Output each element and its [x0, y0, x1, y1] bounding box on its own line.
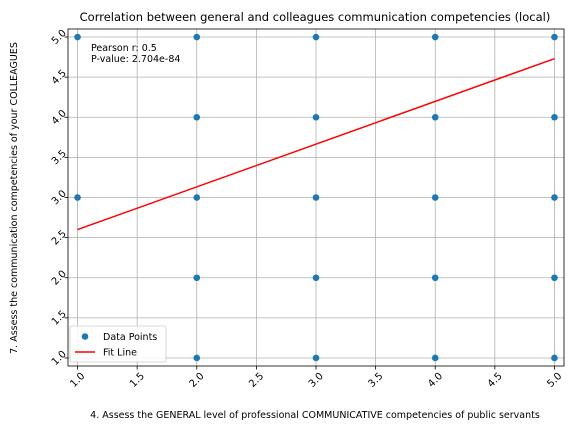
p-value-annotation: P-value: 2.704e-84: [91, 54, 180, 65]
y-tick-label: 1.0: [50, 349, 69, 368]
data-point: [431, 33, 439, 41]
data-point: [74, 33, 81, 41]
data-points-layer: [74, 33, 558, 362]
data-point: [193, 274, 201, 282]
data-point: [431, 354, 439, 362]
x-tick-label: 2.5: [247, 371, 266, 390]
data-point: [193, 194, 201, 201]
x-tick-label: 4.5: [486, 371, 505, 390]
data-point: [193, 33, 201, 41]
data-point: [551, 33, 558, 41]
x-axis-label: 4. Assess the GENERAL level of professio…: [90, 410, 540, 421]
data-point: [193, 113, 201, 121]
y-tick-label: 1.5: [50, 309, 69, 328]
pearson-r-annotation: Pearson r: 0.5: [91, 43, 157, 54]
y-tick-label: 2.5: [50, 228, 69, 247]
y-tick-label: 4.5: [50, 68, 69, 87]
data-point: [312, 194, 320, 201]
data-point: [431, 113, 439, 121]
y-tick-label: 5.0: [50, 28, 69, 47]
data-point: [551, 113, 558, 121]
data-point: [551, 354, 558, 362]
data-point: [312, 113, 320, 121]
fit-line-layer: [77, 57, 555, 231]
data-point: [431, 194, 439, 201]
y-tick-label: 4.0: [50, 108, 69, 127]
x-tick-label: 4.0: [426, 371, 445, 390]
y-tick-label: 3.5: [50, 148, 69, 167]
y-tick-label: 3.0: [50, 188, 69, 207]
data-point: [312, 33, 320, 41]
x-tick-label: 3.5: [366, 371, 385, 390]
data-point: [312, 354, 320, 362]
data-point: [74, 194, 81, 201]
data-point: [551, 194, 558, 201]
x-tick-label: 5.0: [545, 371, 564, 390]
legend-marker-data-points: [81, 333, 89, 340]
y-tick-label: 2.0: [50, 269, 69, 288]
x-tick-labels: 1.0 1.5 2.0 2.5 3.0 3.5 4.0 4.5 5.0: [68, 366, 564, 390]
data-point: [193, 354, 201, 362]
x-tick-label: 1.5: [128, 371, 147, 390]
legend-box: [69, 325, 167, 363]
y-axis-label: 7. Assess the communication competencies…: [9, 42, 20, 354]
x-tick-label: 2.0: [188, 371, 207, 390]
fit-line: [77, 57, 555, 231]
data-point: [431, 274, 439, 282]
data-point: [312, 274, 320, 282]
y-tick-labels: 1.0 1.5 2.0 2.5 3.0 3.5 4.0 4.5 5.0: [50, 28, 69, 368]
legend-label-fit-line: Fit Line: [103, 348, 137, 359]
data-point: [551, 274, 558, 282]
chart-title: Correlation between general and colleagu…: [80, 10, 551, 24]
legend: Data Points Fit Line: [69, 325, 167, 363]
x-tick-label: 3.0: [307, 371, 326, 390]
x-tick-label: 1.0: [68, 371, 87, 390]
legend-label-data-points: Data Points: [103, 332, 157, 343]
